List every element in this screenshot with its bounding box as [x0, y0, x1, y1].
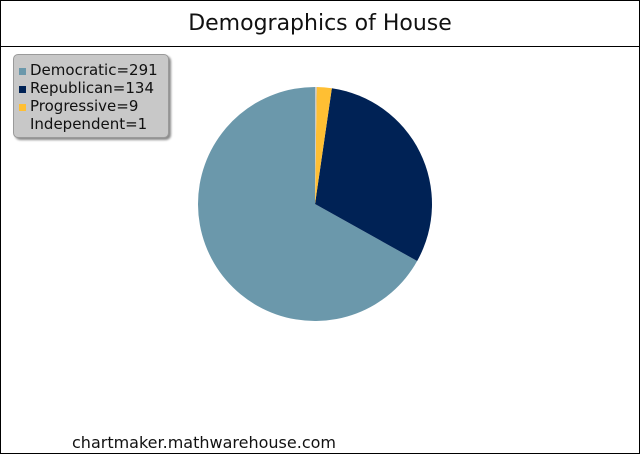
- legend-item-republican: Republican=134: [14, 79, 168, 97]
- legend-swatch-progressive: [19, 104, 26, 111]
- legend-label-independent: Independent=1: [30, 115, 148, 133]
- pie-slice-democratic: [198, 87, 418, 322]
- legend-item-democratic: Democratic=291: [14, 61, 168, 79]
- legend-item-progressive: Progressive=9: [14, 97, 168, 115]
- pie-slice-republican: [315, 88, 433, 262]
- legend-label-republican: Republican=134: [30, 79, 155, 97]
- legend-label-democratic: Democratic=291: [30, 61, 158, 79]
- legend-swatch-democratic: [19, 68, 26, 75]
- legend-swatch-republican: [19, 86, 26, 93]
- chart-title-bar: Demographics of House: [1, 1, 639, 47]
- pie-slice-independent: [315, 87, 317, 204]
- legend-label-progressive: Progressive=9: [30, 97, 139, 115]
- pie-slice-progressive: [315, 87, 332, 204]
- legend-swatch-independent: [19, 122, 26, 129]
- chart-title: Demographics of House: [188, 11, 452, 36]
- legend-item-independent: Independent=1: [14, 115, 168, 133]
- chart-legend: Democratic=291 Republican=134 Progressiv…: [13, 54, 169, 138]
- source-credit: chartmaker.mathwarehouse.com: [72, 433, 336, 452]
